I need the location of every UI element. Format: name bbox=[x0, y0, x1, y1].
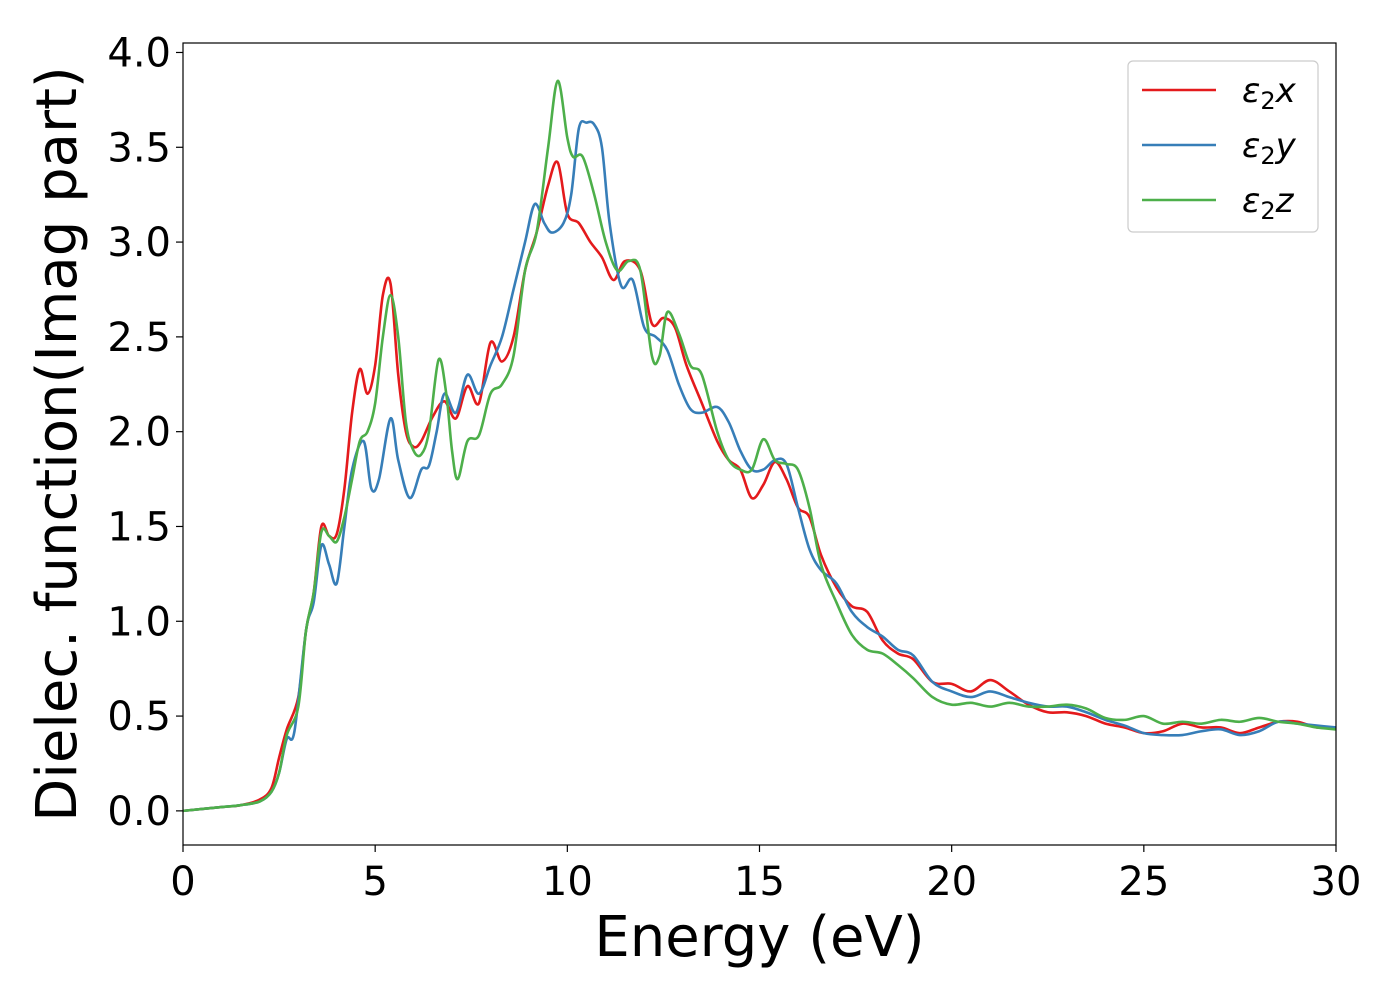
x-tick-label: 25 bbox=[1118, 859, 1169, 905]
y-axis-ticks: 0.0 0.5 1.0 1.5 2.0 2.5 3.0 3.5 4.0 bbox=[107, 30, 183, 835]
y-tick-label: 3.5 bbox=[107, 125, 171, 171]
legend-label-x: ε2x bbox=[1242, 71, 1297, 115]
x-tick-label: 10 bbox=[542, 859, 593, 905]
x-tick-label: 30 bbox=[1311, 859, 1362, 905]
legend-label-z: ε2z bbox=[1242, 181, 1295, 225]
y-tick-label: 2.5 bbox=[107, 315, 171, 361]
series-layer bbox=[183, 79, 1336, 813]
x-tick-label: 0 bbox=[170, 859, 195, 905]
x-axis-label: Energy (eV) bbox=[594, 905, 924, 970]
series-line-z bbox=[183, 79, 1336, 813]
legend-label-y: ε2y bbox=[1242, 126, 1297, 170]
y-tick-label: 3.0 bbox=[107, 220, 171, 266]
y-tick-label: 1.0 bbox=[107, 599, 171, 645]
y-tick-label: 0.0 bbox=[107, 789, 171, 835]
y-axis-label: Dielec. function(Imag part) bbox=[25, 66, 90, 822]
y-tick-label: 1.5 bbox=[107, 504, 171, 550]
series-line-x bbox=[183, 160, 1336, 813]
y-tick-label: 2.0 bbox=[107, 410, 171, 456]
y-tick-label: 0.5 bbox=[107, 694, 171, 740]
x-tick-label: 20 bbox=[926, 859, 977, 905]
legend-box bbox=[1127, 60, 1319, 233]
x-tick-label: 15 bbox=[734, 859, 785, 905]
legend: ε2x ε2y ε2z bbox=[1127, 60, 1319, 233]
x-tick-label: 5 bbox=[362, 859, 387, 905]
x-axis-ticks: 0 5 10 15 20 25 30 bbox=[170, 845, 1361, 905]
y-tick-label: 4.0 bbox=[107, 30, 171, 76]
